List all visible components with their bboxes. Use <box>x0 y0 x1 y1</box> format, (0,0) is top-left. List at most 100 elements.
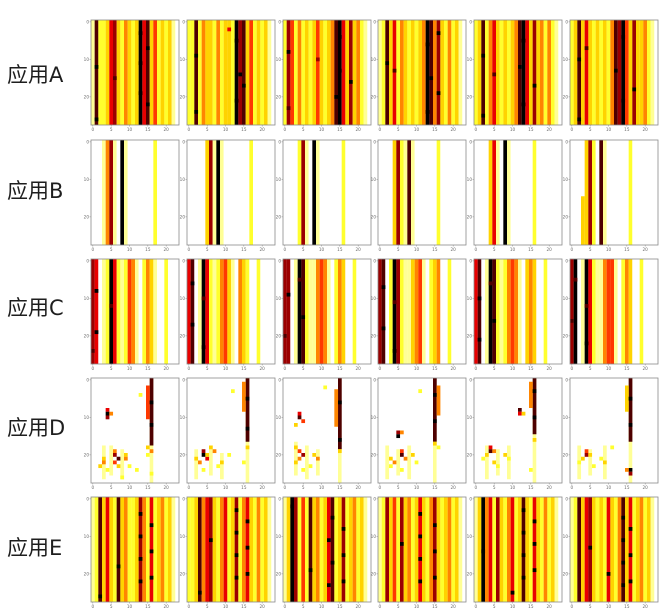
heatmap-column <box>367 259 372 364</box>
heatmap-column <box>120 140 125 245</box>
heatmap-column <box>603 259 607 364</box>
heatmap-run <box>628 378 633 442</box>
heatmap-cell <box>234 530 239 535</box>
heatmap-cell <box>105 468 110 472</box>
x-tick-label: 10 <box>127 366 133 371</box>
heatmap-column <box>584 378 589 483</box>
heatmap-column <box>625 20 629 125</box>
heatmap-column <box>551 378 555 483</box>
heatmap-cell <box>124 453 128 457</box>
x-tick-label: 15 <box>432 485 438 490</box>
x-tick-label: 0 <box>570 127 573 132</box>
x-tick-label: 5 <box>110 247 113 252</box>
y-tick-label: 0 <box>278 19 281 24</box>
heatmap-column <box>411 20 415 125</box>
x-tick-label: 15 <box>528 247 534 252</box>
heatmap-column <box>338 497 342 602</box>
heatmap-column <box>267 20 272 125</box>
heatmap-panel: 0 5 10 15 20 0 10 20 <box>180 258 276 371</box>
heatmap-column <box>301 20 306 125</box>
heatmap-column <box>164 259 169 364</box>
x-tick-label: 5 <box>206 366 209 371</box>
heatmap-column <box>440 378 445 483</box>
heatmap-column <box>462 497 467 602</box>
heatmap-column <box>400 497 404 602</box>
heatmap-cell <box>349 80 353 84</box>
heatmap-column <box>234 140 239 245</box>
heatmap-column <box>606 259 611 364</box>
heatmap-cell <box>628 423 633 427</box>
x-tick-label: 15 <box>432 247 438 252</box>
heatmap-column <box>636 259 640 364</box>
heatmap-column <box>603 497 607 602</box>
x-tick-label: 20 <box>355 485 361 490</box>
heatmap-cell <box>138 61 143 66</box>
heatmap-cell <box>234 508 239 513</box>
heatmap-column <box>187 378 191 483</box>
heatmap-column <box>286 20 291 125</box>
heatmap-column <box>271 259 276 364</box>
heatmap-column <box>385 259 390 364</box>
panel-frame <box>473 139 563 246</box>
heatmap-column <box>323 259 328 364</box>
x-tick-label: 10 <box>606 604 612 609</box>
heatmap-cell <box>400 430 404 435</box>
heatmap-cell <box>297 411 302 416</box>
heatmap-column <box>628 140 633 245</box>
heatmap-column <box>124 140 128 245</box>
heatmap-column <box>245 20 250 125</box>
heatmap-panel: 0 5 10 15 20 0 10 20 <box>180 139 276 252</box>
heatmap-column <box>234 497 239 602</box>
heatmap-cell <box>94 330 99 335</box>
heatmap-column <box>312 259 317 364</box>
x-tick-label: 10 <box>414 485 420 490</box>
y-tick-label: 10 <box>371 415 377 420</box>
heatmap-cell <box>138 579 143 584</box>
y-tick-label: 0 <box>469 377 472 382</box>
heatmap-cell <box>628 471 633 476</box>
x-tick-label: 0 <box>570 247 573 252</box>
heatmap-column <box>632 20 637 125</box>
y-tick-label: 0 <box>469 19 472 24</box>
heatmap-column <box>610 259 615 364</box>
x-tick-label: 5 <box>302 485 305 490</box>
heatmap-column <box>554 20 559 125</box>
y-tick-label: 20 <box>276 571 282 576</box>
heatmap-column <box>175 497 180 602</box>
y-tick-label: 20 <box>84 333 90 338</box>
heatmap-cell <box>116 456 121 461</box>
heatmap-cell <box>94 65 99 69</box>
heatmap-column <box>510 140 515 245</box>
heatmap-column <box>414 259 419 364</box>
panel-frame <box>473 258 563 365</box>
x-tick-label: 10 <box>606 247 612 252</box>
heatmap-column <box>290 140 295 245</box>
heatmap-run <box>496 449 500 476</box>
x-tick-label: 10 <box>319 604 325 609</box>
heatmap-column <box>385 497 390 602</box>
y-tick-label: 20 <box>467 452 473 457</box>
heatmap-column <box>458 140 463 245</box>
y-tick-label: 10 <box>276 534 282 539</box>
y-tick-label: 20 <box>371 94 377 99</box>
heatmap-column <box>614 140 618 245</box>
heatmap-cell <box>628 396 633 401</box>
x-tick-label: 0 <box>283 247 286 252</box>
heatmap-column <box>283 497 287 602</box>
heatmap-column <box>105 20 110 125</box>
heatmap-column <box>234 20 239 125</box>
heatmap-column <box>238 378 243 483</box>
heatmap-column <box>124 378 128 483</box>
heatmap-column <box>297 378 302 483</box>
heatmap-column <box>499 378 504 483</box>
x-tick-label: 15 <box>528 604 534 609</box>
y-tick-label: 10 <box>180 415 186 420</box>
heatmap-cell <box>146 445 150 450</box>
y-tick-label: 10 <box>371 296 377 301</box>
heatmap-column <box>264 378 268 483</box>
heatmap-cell <box>389 456 393 461</box>
heatmap-column <box>319 497 324 602</box>
heatmap-column <box>109 497 114 602</box>
heatmap-cell <box>245 545 250 550</box>
heatmap-column <box>290 497 295 602</box>
